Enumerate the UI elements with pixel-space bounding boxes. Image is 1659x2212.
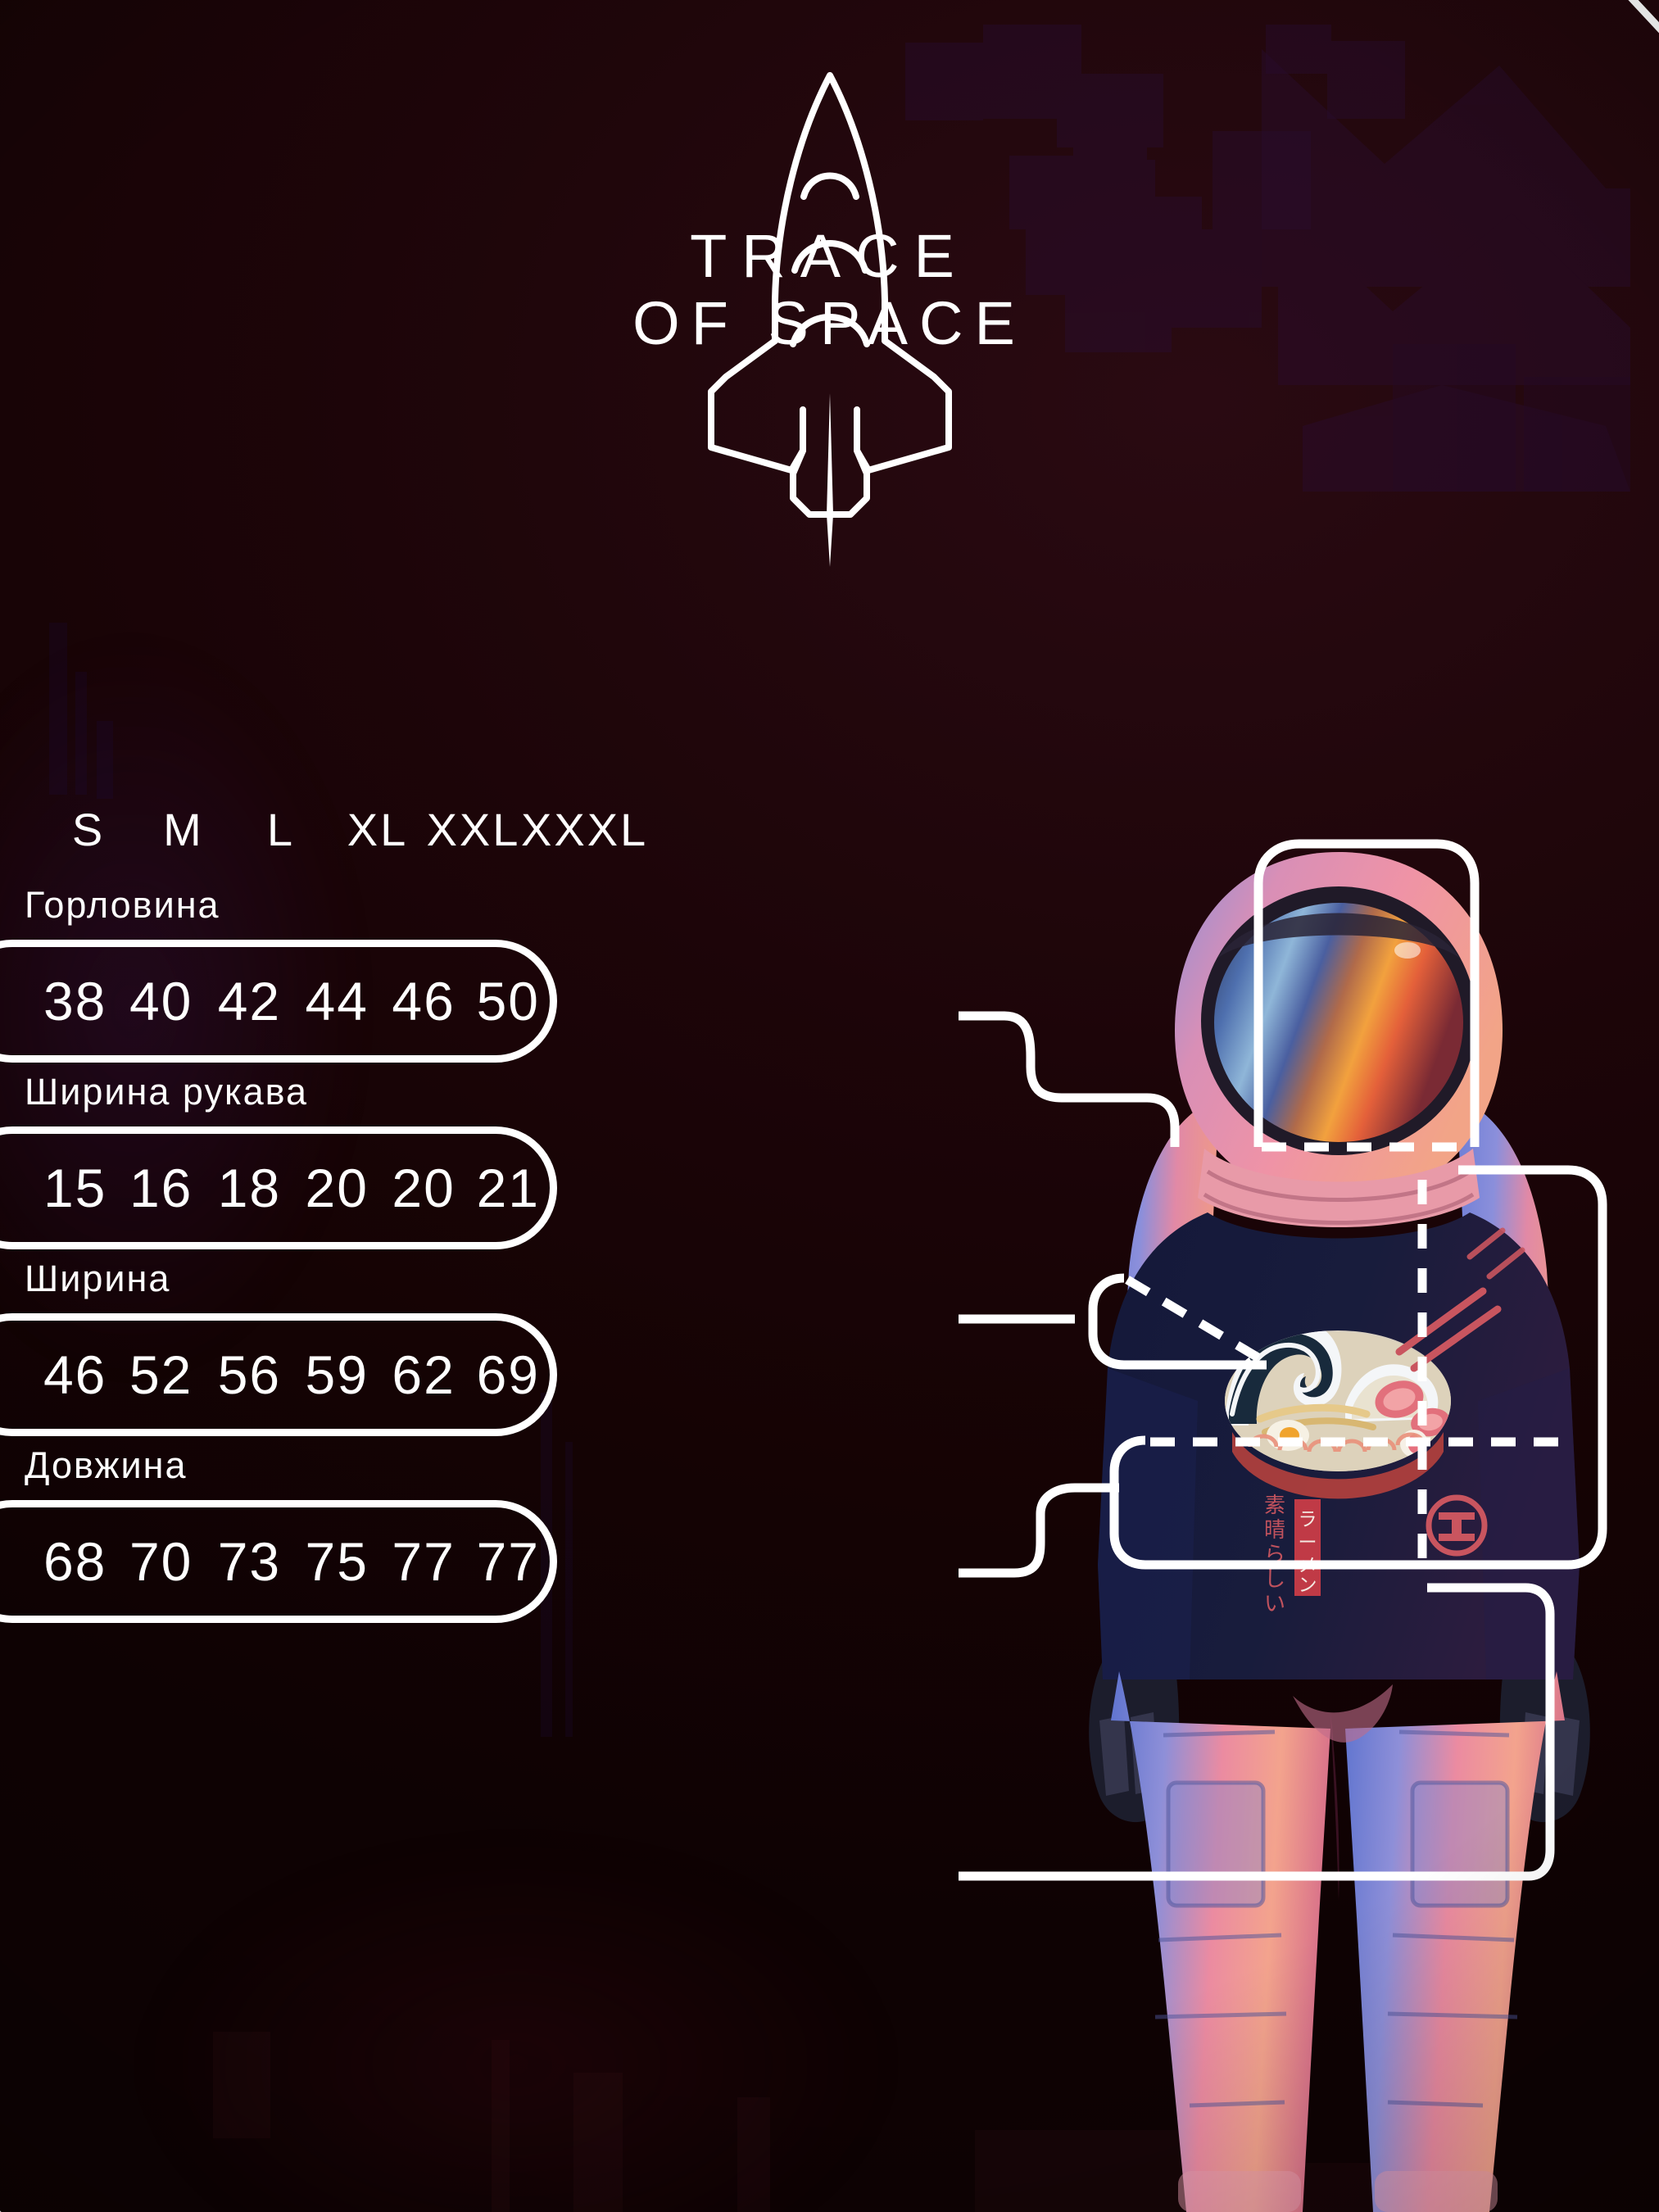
svg-text:晴: 晴: [1264, 1518, 1285, 1543]
size-header-xl: XL: [347, 804, 409, 855]
row-label-length: Довжина: [25, 1444, 188, 1486]
brand-name-line2: OF SPACE: [632, 289, 1027, 357]
svg-text:ー: ー: [1299, 1532, 1317, 1553]
size-header-row: S M L XL XXL XXXL: [0, 803, 983, 856]
size-header-s: S: [71, 804, 106, 855]
measurement-row-neck: Горловина 38 40 42 44 46 50: [0, 884, 983, 1063]
brand-logo: TRACE OF SPACE: [0, 66, 1659, 567]
svg-text:ら: ら: [1264, 1543, 1285, 1567]
value-neck-m: 40: [129, 971, 193, 1031]
value-length-s: 68: [43, 1531, 107, 1592]
row-label-width: Ширина: [25, 1258, 171, 1299]
values-pill-sleeve-width: 15 16 18 20 20 21: [0, 1126, 557, 1249]
size-header-l: L: [266, 804, 296, 855]
value-length-l: 73: [217, 1531, 282, 1592]
values-pill-width: 46 52 56 59 62 69: [0, 1313, 557, 1436]
measurement-row-sleeve-width: Ширина рукава 15 16 18 20 20 21: [0, 1071, 983, 1249]
value-neck-xxxl: 50: [476, 971, 541, 1031]
svg-text:メ: メ: [1299, 1555, 1317, 1576]
svg-text:ラ: ラ: [1299, 1509, 1317, 1530]
value-width-xxl: 62: [392, 1344, 456, 1405]
value-neck-xxl: 46: [392, 971, 456, 1031]
value-sleeve-xl: 20: [305, 1158, 369, 1218]
value-length-xxl: 77: [392, 1531, 456, 1592]
value-width-xl: 59: [305, 1344, 369, 1405]
value-sleeve-m: 16: [129, 1158, 193, 1218]
size-header-xxl: XXL: [426, 804, 521, 855]
value-width-s: 46: [43, 1344, 107, 1405]
value-sleeve-xxxl: 21: [476, 1158, 541, 1218]
measurement-row-length: Довжина 68 70 73 75 77 77: [0, 1444, 983, 1623]
svg-text:ン: ン: [1299, 1575, 1317, 1596]
value-sleeve-s: 15: [43, 1158, 107, 1218]
value-length-xxxl: 77: [476, 1531, 541, 1592]
value-sleeve-xxl: 20: [392, 1158, 456, 1218]
measurement-row-width: Ширина 46 52 56 59 62 69: [0, 1258, 983, 1436]
value-neck-xl: 44: [305, 971, 369, 1031]
size-header-xxxl: XXXL: [521, 804, 649, 855]
astronaut-figure: 素 晴 ら し い ラ ー メ ン: [1014, 827, 1659, 2212]
value-neck-s: 38: [43, 971, 107, 1031]
value-sleeve-l: 18: [217, 1158, 282, 1218]
value-width-m: 52: [129, 1344, 193, 1405]
svg-text:い: い: [1264, 1592, 1285, 1616]
brand-name-line1: TRACE: [690, 222, 969, 290]
svg-text:素: 素: [1264, 1494, 1285, 1518]
value-length-m: 70: [129, 1531, 193, 1592]
value-length-xl: 75: [305, 1531, 369, 1592]
svg-text:し: し: [1264, 1567, 1285, 1592]
size-table: S M L XL XXL XXXL Горловина 38 40 42 44 …: [0, 803, 983, 1631]
values-pill-length: 68 70 73 75 77 77: [0, 1500, 557, 1623]
value-width-l: 56: [217, 1344, 282, 1405]
size-header-m: M: [163, 804, 204, 855]
row-label-neck: Горловина: [25, 884, 220, 926]
value-neck-l: 42: [217, 971, 282, 1031]
background-glow-bottom: [147, 1852, 885, 2212]
row-label-sleeve-width: Ширина рукава: [25, 1071, 309, 1113]
value-width-xxxl: 69: [476, 1344, 541, 1405]
values-pill-neck: 38 40 42 44 46 50: [0, 940, 557, 1063]
